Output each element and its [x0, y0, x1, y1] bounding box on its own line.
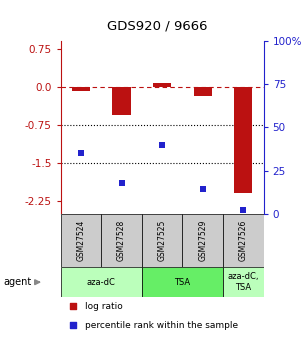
Bar	[142, 267, 223, 297]
Text: agent: agent	[3, 277, 31, 287]
Text: GSM27526: GSM27526	[239, 220, 248, 261]
Point	[241, 207, 246, 213]
Point	[160, 142, 165, 147]
Bar	[234, 87, 252, 193]
Bar	[223, 214, 264, 267]
Text: percentile rank within the sample: percentile rank within the sample	[85, 321, 238, 330]
Point	[70, 323, 75, 328]
Text: TSA: TSA	[174, 278, 191, 287]
Bar	[61, 267, 142, 297]
Point	[200, 187, 205, 192]
Text: GSM27528: GSM27528	[117, 220, 126, 261]
Text: aza-dC: aza-dC	[87, 278, 116, 287]
Bar	[182, 214, 223, 267]
Text: GSM27524: GSM27524	[76, 220, 85, 261]
Bar	[142, 214, 182, 267]
Text: aza-dC,
TSA: aza-dC, TSA	[228, 273, 259, 292]
Bar	[153, 83, 171, 87]
Bar	[112, 87, 131, 115]
Bar	[194, 87, 212, 96]
Bar	[223, 267, 264, 297]
Point	[119, 180, 124, 185]
Point	[78, 150, 83, 156]
Bar	[72, 87, 90, 91]
Point	[70, 304, 75, 309]
Text: GSM27525: GSM27525	[158, 220, 167, 261]
Text: GSM27529: GSM27529	[198, 220, 207, 261]
Bar	[101, 214, 142, 267]
Bar	[61, 214, 101, 267]
Text: log ratio: log ratio	[85, 302, 123, 311]
Text: GDS920 / 9666: GDS920 / 9666	[107, 20, 208, 33]
